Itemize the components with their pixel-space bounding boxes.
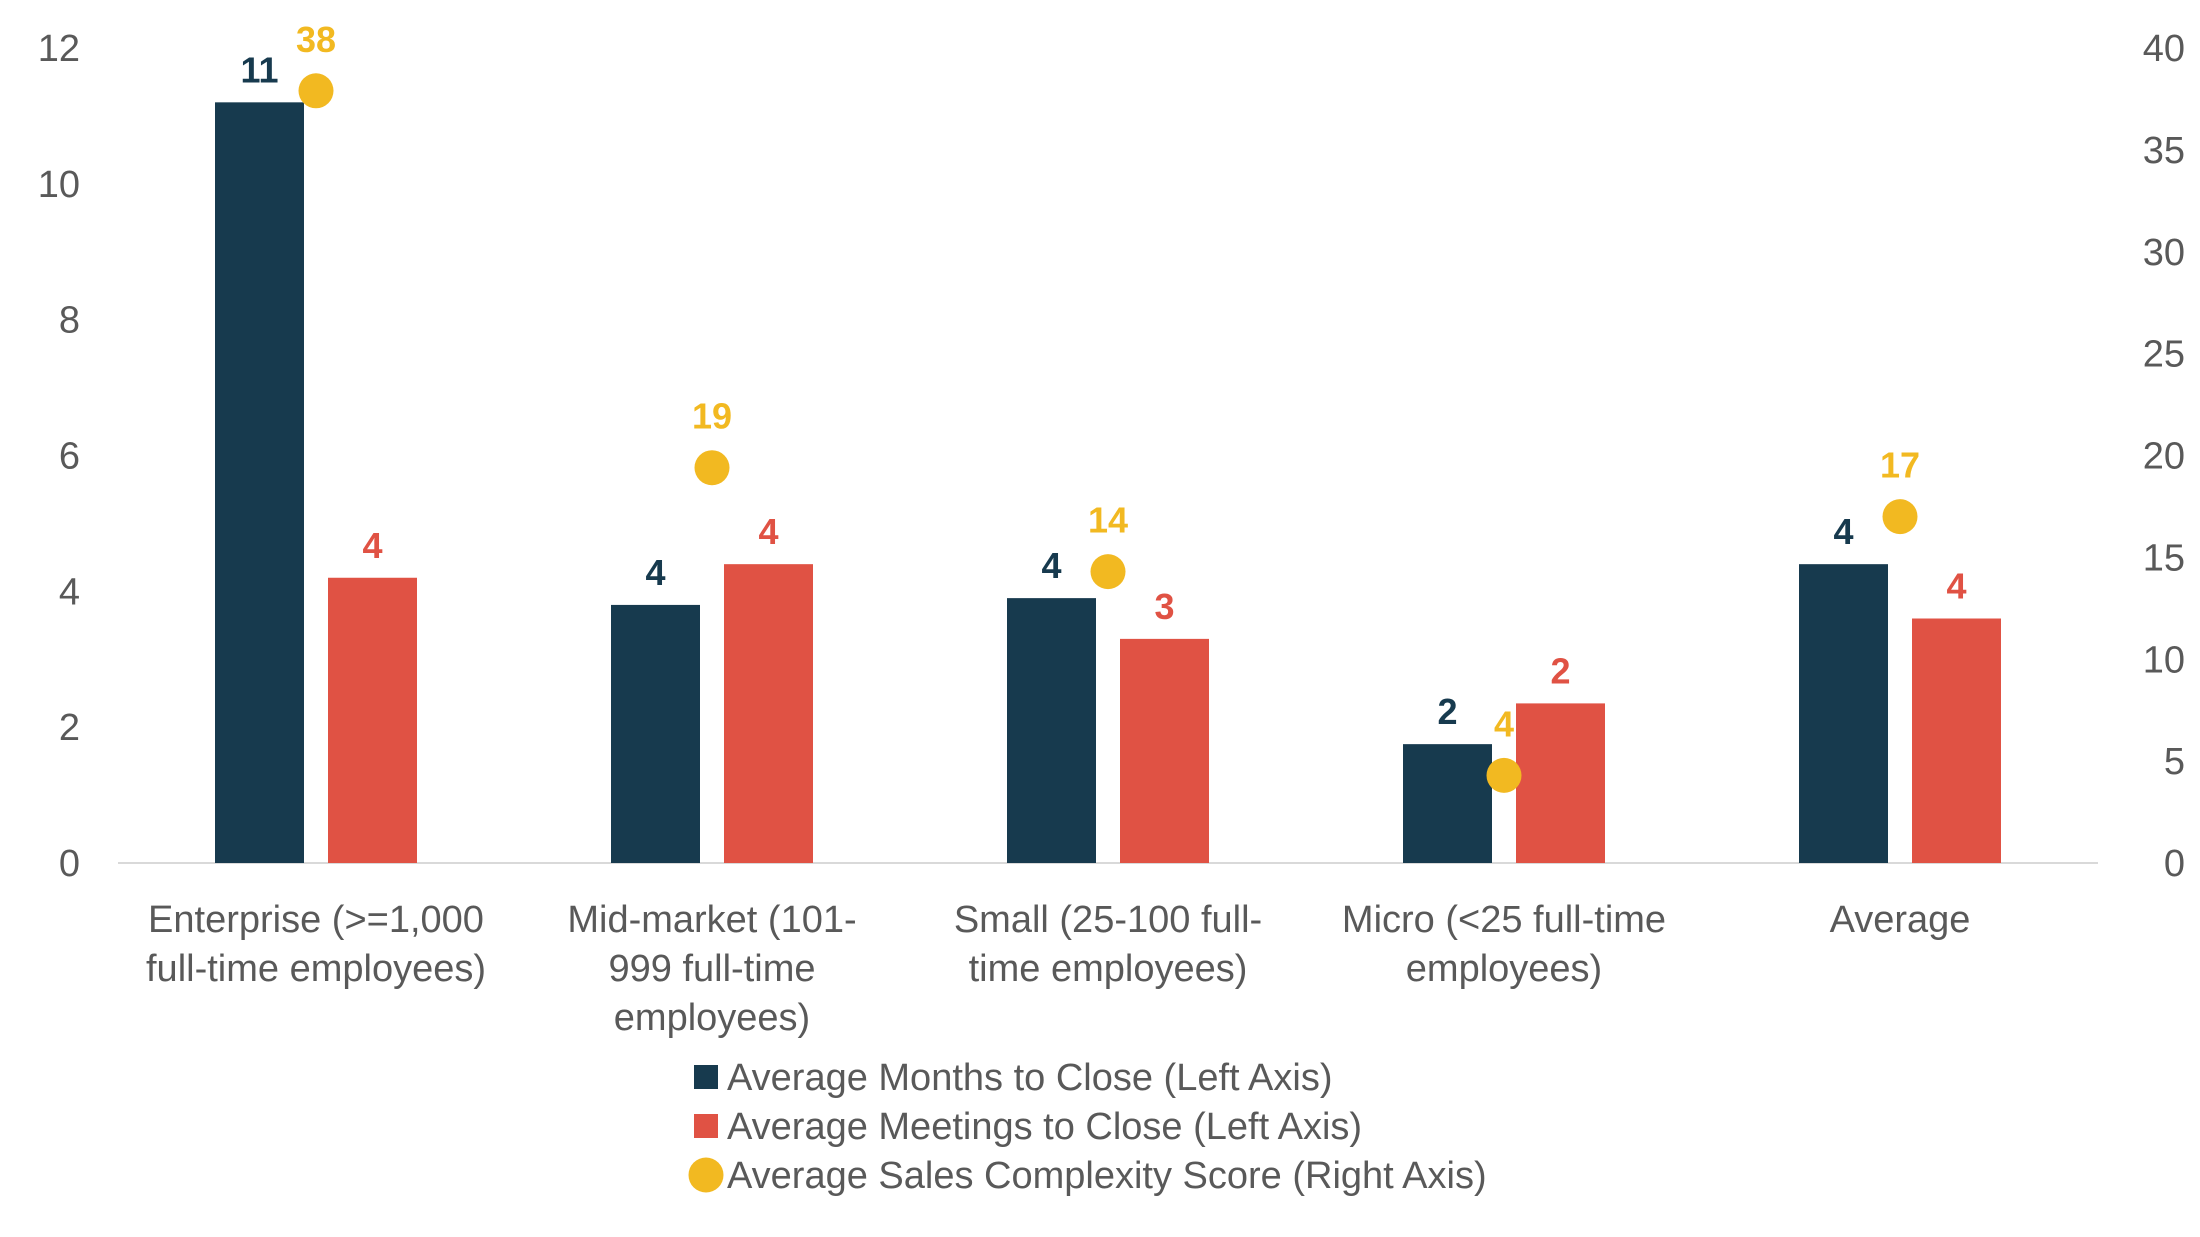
right-tick-label: 35	[2143, 130, 2185, 172]
data-label-complexity: 38	[296, 19, 336, 60]
data-label-months: 4	[645, 552, 665, 593]
data-label-meetings: 4	[758, 511, 778, 552]
left-tick-label: 10	[38, 164, 80, 206]
data-label-complexity: 14	[1088, 500, 1128, 541]
left-tick-label: 4	[59, 571, 80, 613]
right-tick-label: 25	[2143, 334, 2185, 376]
data-label-months: 2	[1437, 691, 1457, 732]
x-category-label: Small (25-100 full-time employees)	[954, 899, 1262, 990]
legend-label: Average Meetings to Close (Left Axis)	[727, 1106, 1362, 1148]
left-tick-label: 2	[59, 707, 80, 749]
left-tick-label: 6	[59, 436, 80, 478]
x-category-label: Micro (<25 full-time employees)	[1342, 899, 1666, 990]
x-category-label: Enterprise (>=1,000 full-time employees)	[146, 899, 486, 990]
x-category-label: Mid-market (101-999 full-time employees)	[567, 899, 856, 1039]
data-label-meetings: 2	[1550, 650, 1570, 691]
data-label-complexity: 4	[1494, 703, 1514, 744]
legend-label: Average Months to Close (Left Axis)	[727, 1057, 1332, 1099]
bar-meetings	[1120, 638, 1209, 863]
marker-complexity	[298, 73, 334, 109]
marker-complexity	[1486, 757, 1522, 793]
bar-months	[215, 102, 304, 864]
bars	[215, 102, 2001, 864]
markers	[298, 73, 1918, 793]
bar-meetings	[1516, 703, 1605, 863]
right-tick-label: 30	[2143, 232, 2185, 274]
data-label-months: 4	[1833, 511, 1853, 552]
legend-swatch	[688, 1157, 724, 1193]
bar-months	[1007, 598, 1096, 863]
data-label-meetings: 3	[1154, 586, 1174, 627]
x-category-label: Average	[1830, 899, 1971, 941]
right-tick-label: 40	[2143, 28, 2185, 70]
right-tick-label: 5	[2164, 741, 2185, 783]
left-tick-label: 0	[59, 843, 80, 885]
bar-months	[1799, 564, 1888, 863]
right-tick-label: 20	[2143, 436, 2185, 478]
left-tick-label: 12	[38, 28, 80, 70]
bar-meetings	[724, 564, 813, 863]
data-label-complexity: 19	[692, 396, 732, 437]
bar-months	[611, 604, 700, 863]
legend-swatch	[694, 1065, 718, 1089]
right-tick-label: 10	[2143, 639, 2185, 681]
legend: Average Months to Close (Left Axis) Avera…	[688, 1057, 1487, 1197]
legend-swatch	[694, 1114, 718, 1138]
data-label-complexity: 17	[1880, 445, 1920, 486]
bar-meetings	[328, 577, 417, 863]
data-label-months: 4	[1041, 545, 1061, 586]
data-label-meetings: 4	[362, 525, 382, 566]
data-label-meetings: 4	[1946, 566, 1966, 607]
marker-complexity	[1882, 499, 1918, 535]
data-label-months: 11	[240, 49, 278, 90]
right-tick-label: 15	[2143, 537, 2185, 579]
bar-meetings	[1912, 618, 2001, 863]
bar-months	[1403, 744, 1492, 863]
marker-complexity	[1090, 554, 1126, 590]
marker-complexity	[694, 450, 730, 486]
left-tick-label: 8	[59, 300, 80, 342]
right-tick-label: 0	[2164, 843, 2185, 885]
legend-label: Average Sales Complexity Score (Right Ax…	[727, 1155, 1487, 1197]
